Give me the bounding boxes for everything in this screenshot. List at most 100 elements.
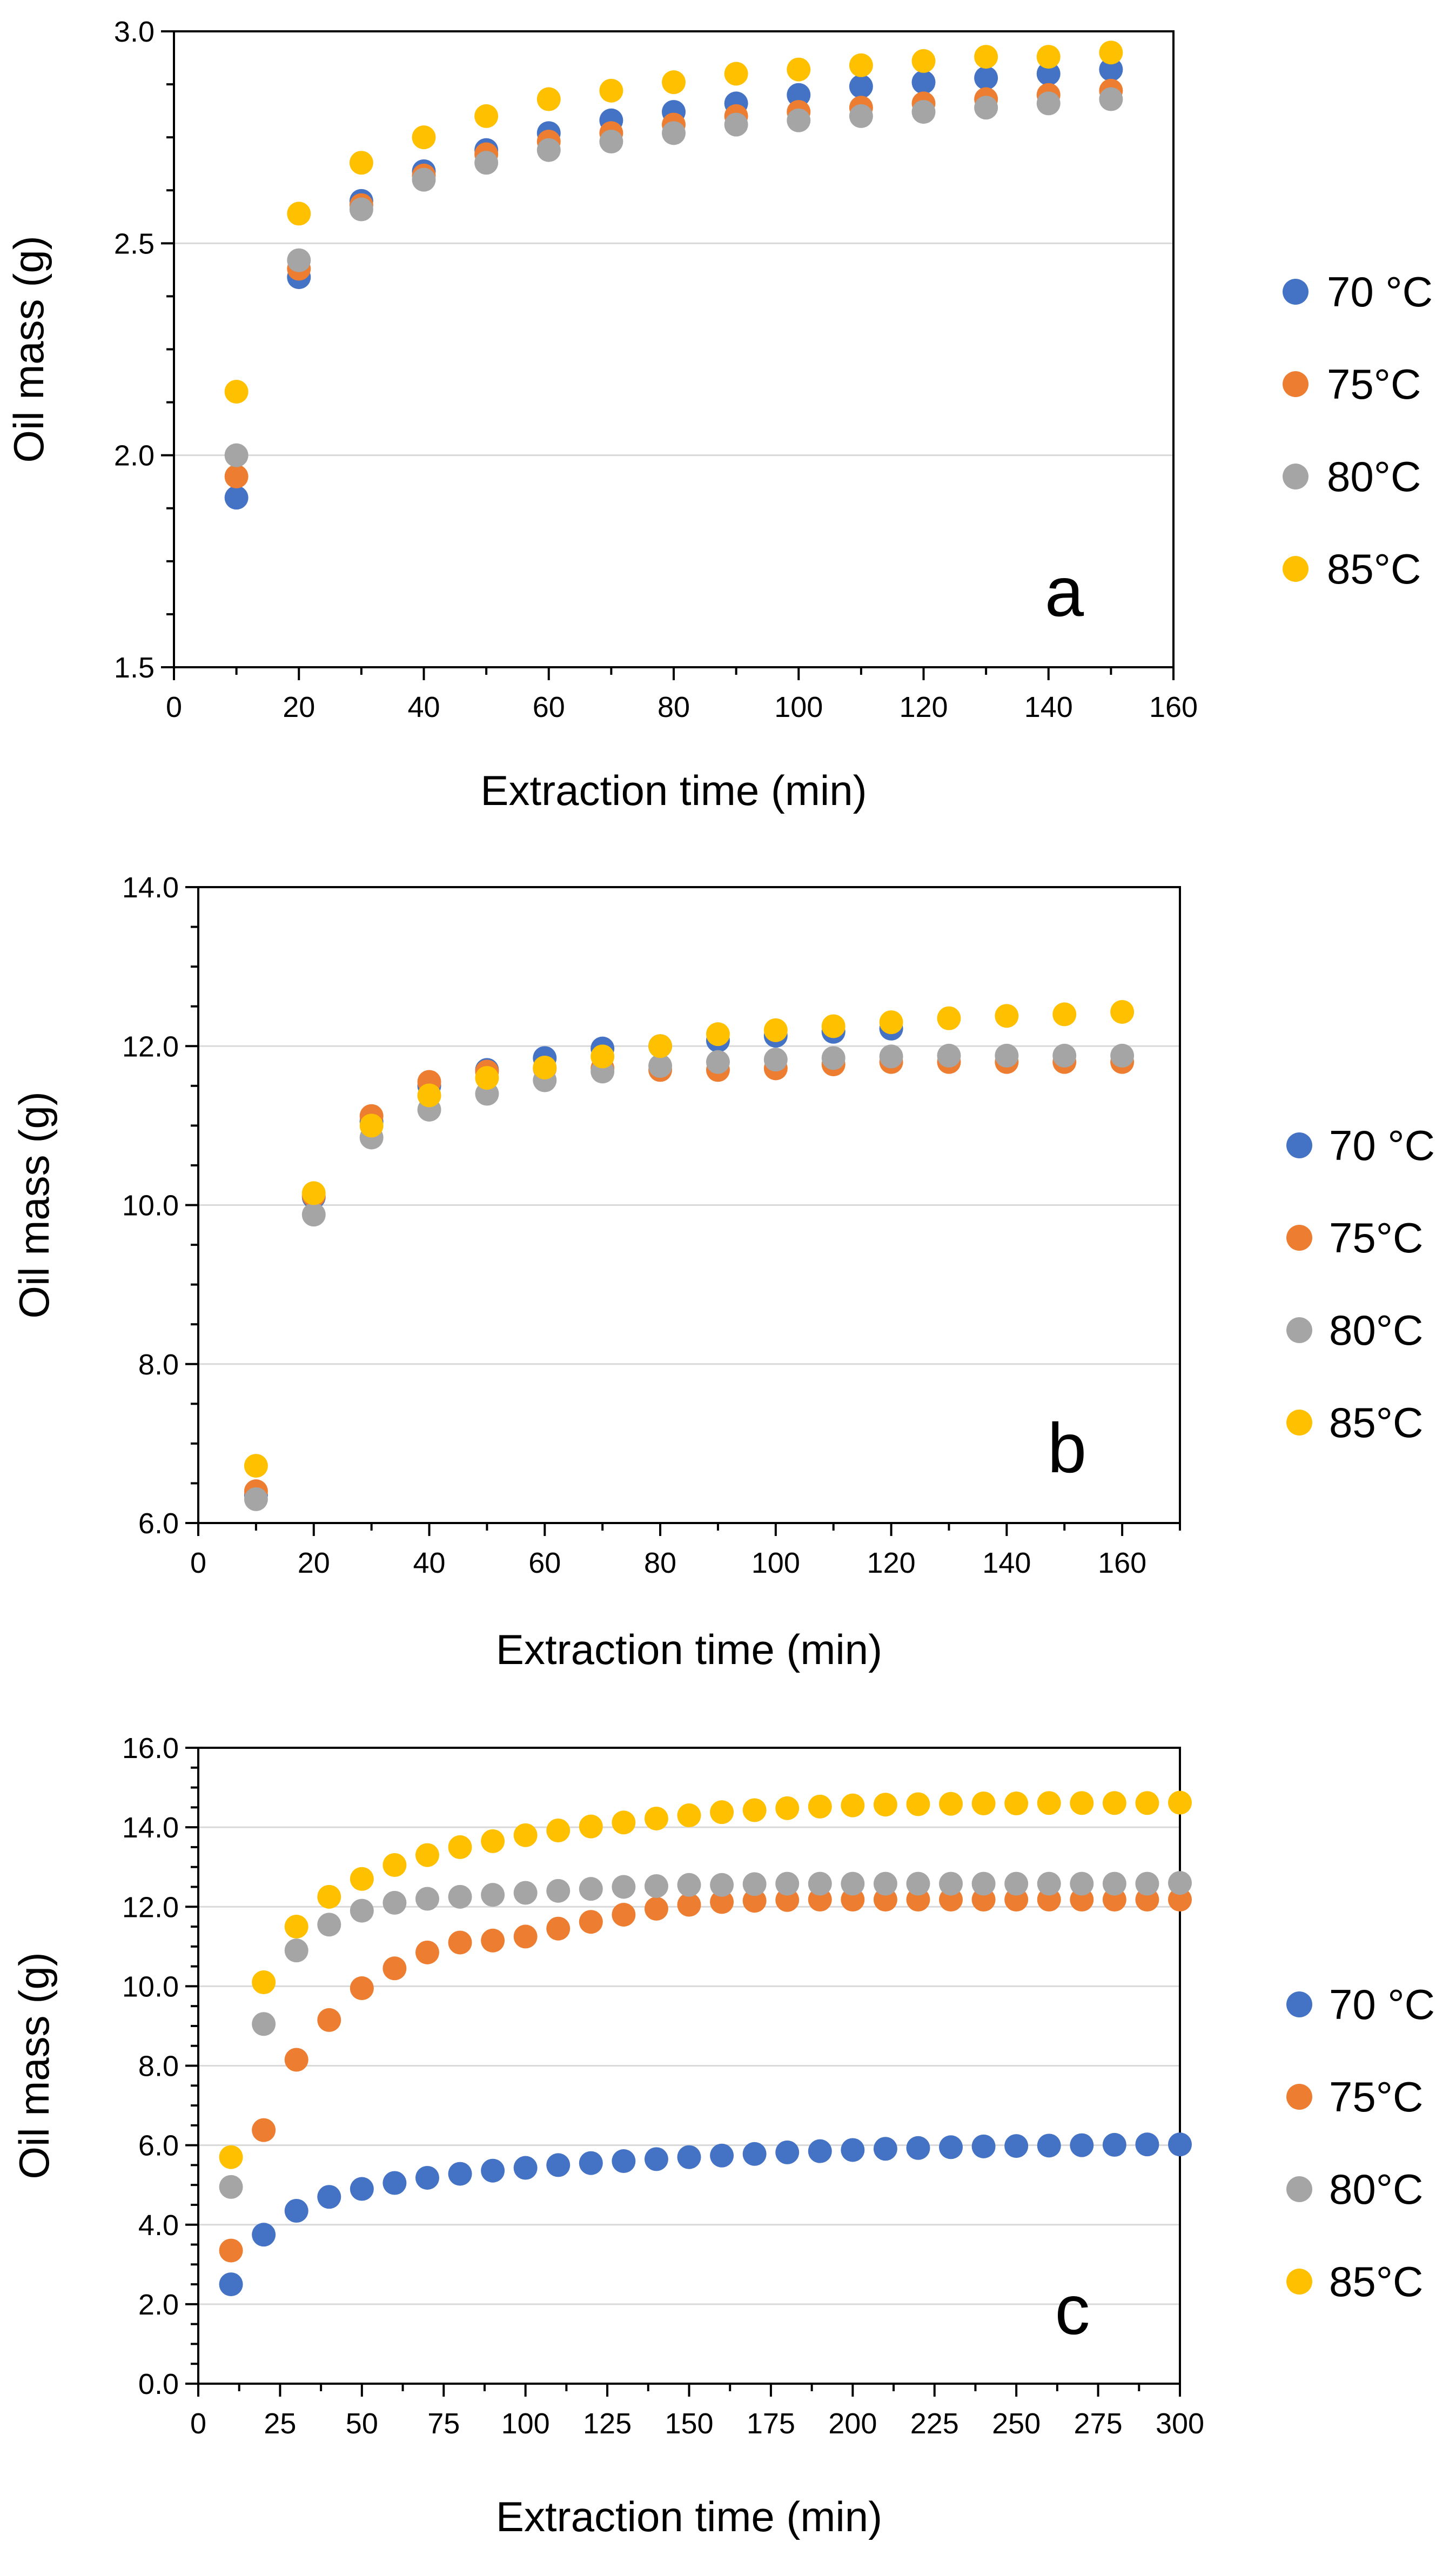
data-point	[724, 62, 748, 86]
legend-marker	[1286, 2269, 1312, 2295]
data-point	[301, 1181, 326, 1205]
data-point	[939, 2135, 963, 2159]
x-tick-label: 20	[283, 691, 315, 723]
legend-label: 70 °C	[1329, 1122, 1435, 1169]
data-point	[1070, 2133, 1094, 2157]
series-2	[224, 87, 1123, 467]
data-point	[775, 1871, 800, 1896]
data-point	[579, 1910, 603, 1934]
series-0	[219, 2132, 1192, 2297]
data-point	[350, 1976, 374, 2001]
legend-label: 75°C	[1327, 360, 1421, 408]
data-point	[317, 2185, 341, 2209]
data-point	[849, 104, 873, 128]
series-3	[244, 1000, 1135, 1478]
data-point	[612, 1902, 636, 1927]
data-point	[648, 1054, 673, 1078]
series-2	[219, 1871, 1192, 2199]
x-tick-label: 275	[1074, 2407, 1123, 2440]
y-tick-label: 2.5	[114, 227, 155, 260]
data-point	[383, 2171, 407, 2195]
legend-label: 75°C	[1329, 1214, 1423, 1262]
y-tick-label: 14.0	[122, 871, 179, 904]
data-point	[787, 57, 811, 82]
x-tick-label: 140	[1024, 691, 1073, 723]
data-point	[383, 1956, 407, 1981]
data-point	[546, 1879, 571, 1903]
data-point	[1102, 1791, 1126, 1815]
data-point	[252, 2118, 276, 2142]
data-point	[599, 78, 623, 103]
data-point	[1037, 1871, 1061, 1896]
data-point	[706, 1022, 730, 1047]
data-point	[546, 1819, 571, 1843]
data-point	[974, 45, 998, 69]
data-point	[579, 2151, 603, 2175]
legend-label: 85°C	[1327, 545, 1421, 593]
data-point	[448, 1930, 472, 1955]
panel-letter: b	[1048, 1408, 1086, 1487]
data-point	[1099, 41, 1123, 65]
data-point	[787, 108, 811, 132]
data-point	[808, 1794, 832, 1819]
data-point	[1036, 45, 1061, 69]
data-point	[481, 1883, 505, 1907]
data-point	[533, 1055, 557, 1079]
data-point	[448, 1884, 472, 1909]
x-tick-label: 80	[644, 1547, 676, 1579]
data-point	[1099, 87, 1123, 111]
data-point	[974, 96, 998, 120]
data-point	[849, 53, 873, 77]
x-tick-label: 100	[774, 691, 823, 723]
data-point	[612, 2149, 636, 2174]
legend-marker	[1286, 1410, 1312, 1436]
data-point	[742, 1872, 767, 1896]
data-point	[219, 2238, 243, 2263]
x-tick-label: 225	[910, 2407, 959, 2440]
x-tick-label: 25	[264, 2407, 296, 2440]
data-point	[317, 1913, 341, 1937]
data-point	[287, 248, 311, 272]
data-point	[644, 1806, 668, 1830]
data-point	[224, 464, 249, 488]
data-point	[939, 1792, 963, 1816]
data-point	[219, 2175, 243, 2199]
data-point	[906, 1792, 930, 1816]
x-tick-label: 50	[346, 2407, 378, 2440]
data-point	[350, 1867, 374, 1891]
data-point	[710, 1890, 734, 1914]
series-1	[219, 1888, 1192, 2263]
series-0	[244, 1016, 903, 1507]
x-axis-title: Extraction time (min)	[496, 2493, 882, 2540]
data-point	[1168, 1888, 1192, 1912]
data-point	[763, 1018, 788, 1042]
data-point	[821, 1046, 846, 1070]
legend-label: 70 °C	[1327, 268, 1433, 316]
data-point	[1168, 1871, 1192, 1895]
data-point	[1070, 1871, 1094, 1896]
data-point	[879, 1010, 903, 1035]
data-point	[644, 2147, 668, 2171]
data-point	[677, 1803, 701, 1828]
series-3	[219, 1790, 1192, 2169]
data-point	[546, 2153, 571, 2177]
data-point	[383, 1853, 407, 1877]
data-point	[1102, 2132, 1126, 2157]
data-point	[1004, 1791, 1029, 1815]
legend-marker	[1286, 1132, 1312, 1158]
data-point	[775, 2140, 800, 2164]
data-point	[939, 1871, 963, 1896]
data-point	[287, 202, 311, 226]
data-point	[906, 1871, 930, 1896]
x-tick-label: 75	[427, 2407, 460, 2440]
data-point	[284, 2048, 308, 2072]
x-tick-label: 125	[583, 2407, 632, 2440]
data-point	[224, 486, 249, 510]
data-point	[971, 1871, 996, 1896]
data-point	[317, 1884, 341, 1909]
y-tick-label: 2.0	[138, 2289, 179, 2321]
y-tick-label: 2.0	[114, 440, 155, 472]
y-tick-label: 6.0	[138, 2130, 179, 2162]
data-point	[821, 1014, 846, 1038]
legend-marker	[1286, 2176, 1312, 2202]
